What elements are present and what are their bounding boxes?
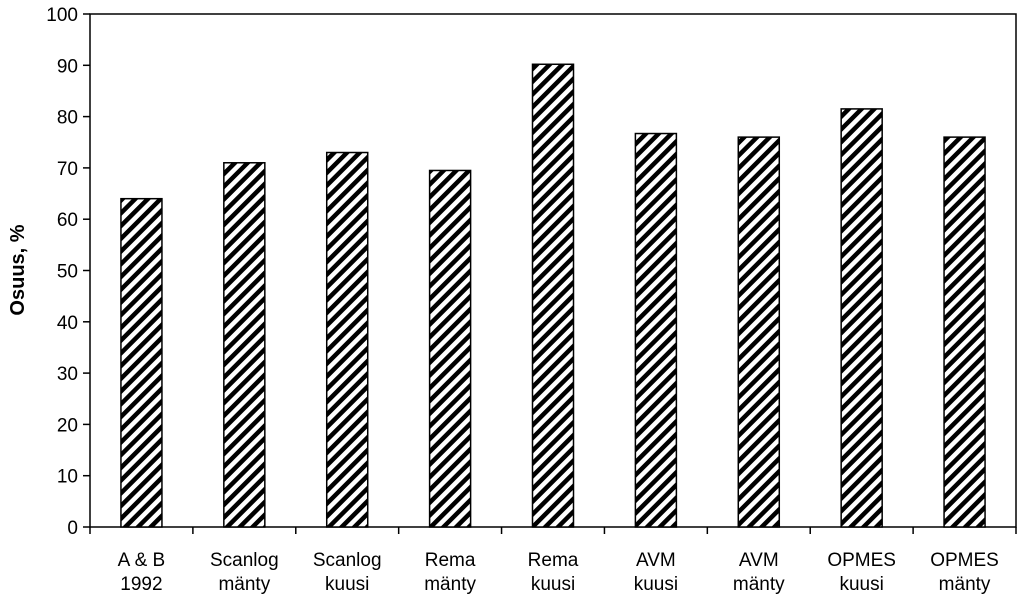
y-tick-label: 50 bbox=[57, 262, 78, 283]
y-tick-label: 0 bbox=[67, 518, 78, 539]
x-category-label-line: Rema bbox=[528, 550, 579, 571]
y-axis-title: Osuus, % bbox=[7, 224, 29, 315]
x-category-label: Rema kuusi bbox=[528, 550, 579, 595]
x-category-label-line: kuusi bbox=[531, 574, 575, 595]
x-category-label-line: OPMES bbox=[930, 550, 999, 571]
bar bbox=[120, 197, 163, 528]
y-tick-label: 20 bbox=[57, 415, 78, 436]
x-category-label-line: Rema bbox=[425, 550, 476, 571]
x-category-label: AVM kuusi bbox=[634, 550, 678, 595]
y-tick-label: 80 bbox=[57, 108, 78, 129]
x-category-label-line: mänty bbox=[424, 574, 476, 595]
x-category-label-line: mänty bbox=[218, 574, 270, 595]
bars-group bbox=[120, 63, 986, 528]
x-category-label-line: kuusi bbox=[325, 574, 369, 595]
y-tick-label: 90 bbox=[57, 56, 78, 77]
bar bbox=[223, 162, 266, 528]
x-category-label: A & B 1992 bbox=[118, 550, 166, 595]
y-tick-label: 70 bbox=[57, 159, 78, 180]
x-category-label-line: Scanlog bbox=[210, 550, 279, 571]
x-category-label: Scanlog kuusi bbox=[313, 550, 382, 595]
bar bbox=[634, 132, 678, 528]
bar bbox=[943, 136, 986, 528]
x-category-label-line: AVM bbox=[636, 550, 676, 571]
x-axis: A & B 1992 Scanlog mänty Scanlog kuusi Rema män… bbox=[89, 527, 1017, 595]
x-category-label: AVM mänty bbox=[733, 550, 785, 595]
x-category-label: Scanlog mänty bbox=[210, 550, 279, 595]
y-tick-label: 40 bbox=[57, 313, 78, 334]
y-tick-label: 30 bbox=[57, 364, 78, 385]
x-category-label-line: AVM bbox=[739, 550, 779, 571]
x-category-label-line: mänty bbox=[733, 574, 785, 595]
x-category-label-line: OPMES bbox=[827, 550, 896, 571]
bar bbox=[840, 108, 883, 528]
x-category-label-line: A & B bbox=[118, 550, 166, 571]
x-category-label-line: kuusi bbox=[634, 574, 678, 595]
bar bbox=[428, 169, 472, 528]
y-axis: 0 10 20 30 40 50 60 70 80 90 100 bbox=[46, 5, 90, 539]
y-tick-label: 100 bbox=[46, 5, 78, 26]
x-category-label-line: 1992 bbox=[120, 574, 162, 595]
bar bbox=[325, 151, 369, 528]
x-category-label: OPMES kuusi bbox=[827, 550, 896, 595]
bar bbox=[737, 136, 781, 528]
x-category-label: OPMES mänty bbox=[930, 550, 999, 595]
x-category-label: Rema mänty bbox=[424, 550, 476, 595]
y-tick-label: 60 bbox=[57, 210, 78, 231]
y-tick-label: 10 bbox=[57, 467, 78, 488]
x-category-label-line: mänty bbox=[939, 574, 991, 595]
x-category-label-line: Scanlog bbox=[313, 550, 382, 571]
x-category-label-line: kuusi bbox=[839, 574, 883, 595]
bar bbox=[531, 63, 575, 528]
